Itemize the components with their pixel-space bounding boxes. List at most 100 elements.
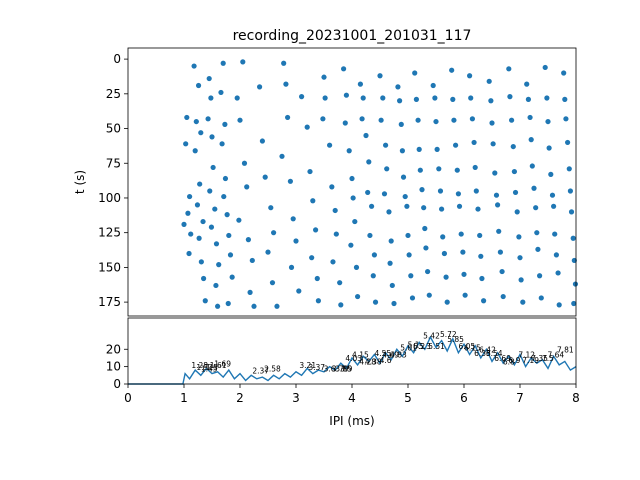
raster-point bbox=[202, 298, 208, 304]
peak-label: 5.3 bbox=[419, 342, 431, 351]
raster-point bbox=[290, 216, 296, 222]
raster-point bbox=[426, 292, 432, 298]
raster-point bbox=[383, 142, 389, 148]
raster-point bbox=[365, 189, 371, 196]
histogram-y-ticks: 0 10 20 bbox=[106, 342, 128, 391]
raster-point bbox=[245, 237, 251, 243]
raster-point bbox=[518, 277, 524, 283]
raster-point bbox=[314, 275, 320, 282]
raster-point bbox=[460, 249, 466, 255]
ipi-peak-labels: 1.281.371.451.51.611.692.372.58 3.213.373… bbox=[191, 330, 574, 375]
peak-label: 6.69 bbox=[494, 354, 511, 363]
raster-point bbox=[572, 281, 579, 287]
raster-point bbox=[259, 138, 265, 144]
raster-point bbox=[566, 166, 572, 172]
raster-point bbox=[544, 95, 550, 101]
raster-point bbox=[413, 96, 419, 102]
raster-point bbox=[330, 259, 336, 265]
raster-point bbox=[475, 206, 481, 212]
raster-point bbox=[432, 95, 438, 101]
raster-point bbox=[507, 94, 513, 100]
raster-point bbox=[234, 95, 240, 101]
raster-point bbox=[527, 114, 533, 121]
raster-point bbox=[371, 252, 377, 258]
raster-point bbox=[377, 73, 383, 79]
raster-point bbox=[497, 249, 503, 255]
raster-point bbox=[486, 78, 492, 84]
peak-label: 4.83 bbox=[390, 351, 407, 360]
raster-point bbox=[408, 273, 414, 279]
raster-point bbox=[240, 59, 246, 65]
peak-label: 1.69 bbox=[214, 359, 231, 368]
peak-label: 1.5 bbox=[206, 363, 218, 372]
x-tick-label: 7 bbox=[516, 391, 524, 405]
raster-point bbox=[477, 232, 483, 239]
peak-label: 1.45 bbox=[201, 365, 218, 374]
raster-point bbox=[359, 116, 365, 122]
raster-point bbox=[247, 289, 253, 295]
raster-point bbox=[471, 139, 477, 146]
peak-label: 4.55 bbox=[374, 349, 391, 358]
raster-point bbox=[387, 260, 393, 266]
raster-point bbox=[369, 203, 375, 209]
raster-point bbox=[444, 299, 450, 305]
y-tick-label: 175 bbox=[98, 295, 121, 309]
histogram-x-ticks: 0 1 2 3 4 5 6 7 8 bbox=[124, 384, 580, 405]
x-tick-label: 6 bbox=[460, 391, 468, 405]
raster-point bbox=[343, 92, 349, 98]
raster-point bbox=[524, 81, 530, 87]
raster-point bbox=[481, 298, 487, 304]
peak-label: 1.28 bbox=[191, 361, 208, 370]
raster-point bbox=[399, 148, 405, 154]
raster-point bbox=[545, 118, 551, 125]
raster-point bbox=[241, 160, 248, 166]
raster-point bbox=[363, 132, 369, 139]
raster-point bbox=[479, 275, 485, 282]
peak-label: 3.85 bbox=[335, 365, 352, 374]
raster-point bbox=[216, 262, 222, 268]
raster-point bbox=[451, 117, 457, 123]
peak-label: 7.12 bbox=[518, 351, 535, 360]
raster-point bbox=[288, 264, 295, 270]
peak-label: 3.9 bbox=[340, 365, 352, 374]
raster-point bbox=[529, 163, 535, 169]
raster-point bbox=[320, 116, 326, 122]
raster-point bbox=[283, 81, 289, 87]
raster-point bbox=[307, 168, 313, 175]
raster-point bbox=[249, 257, 255, 264]
chart-title: recording_20231001_201031_117 bbox=[233, 28, 472, 44]
peak-label: 6.33 bbox=[474, 349, 491, 358]
raster-point bbox=[293, 238, 299, 244]
raster-point bbox=[548, 171, 554, 177]
raster-point bbox=[212, 206, 218, 212]
raster-point bbox=[313, 227, 319, 233]
raster-plot-frame bbox=[127, 47, 577, 317]
raster-point bbox=[555, 270, 561, 276]
peak-label: 3.21 bbox=[299, 361, 316, 370]
raster-point bbox=[322, 95, 328, 101]
x-tick-label: 2 bbox=[236, 391, 244, 405]
raster-point bbox=[206, 75, 212, 82]
y-tick-label: 10 bbox=[106, 360, 121, 374]
raster-point bbox=[514, 209, 520, 215]
raster-point bbox=[512, 189, 519, 196]
raster-point bbox=[185, 210, 191, 216]
raster-point bbox=[552, 231, 558, 237]
raster-point bbox=[531, 185, 537, 191]
raster-point bbox=[200, 218, 206, 225]
raster-point bbox=[268, 205, 274, 211]
raster-point bbox=[315, 298, 321, 304]
raster-point bbox=[430, 82, 436, 89]
peak-label: 1.61 bbox=[210, 361, 227, 370]
raster-point bbox=[227, 252, 234, 258]
raster-point bbox=[181, 221, 187, 227]
raster-point bbox=[304, 124, 310, 130]
raster-point bbox=[342, 120, 348, 126]
raster-point bbox=[400, 174, 407, 180]
raster-point bbox=[350, 195, 356, 201]
y-tick-label: 125 bbox=[98, 226, 121, 240]
peak-label: 5.51 bbox=[428, 342, 445, 351]
raster-point bbox=[538, 295, 544, 301]
raster-point bbox=[389, 282, 395, 289]
raster-y-ticks: 0 25 50 75 100 125 150 175 bbox=[98, 52, 128, 309]
